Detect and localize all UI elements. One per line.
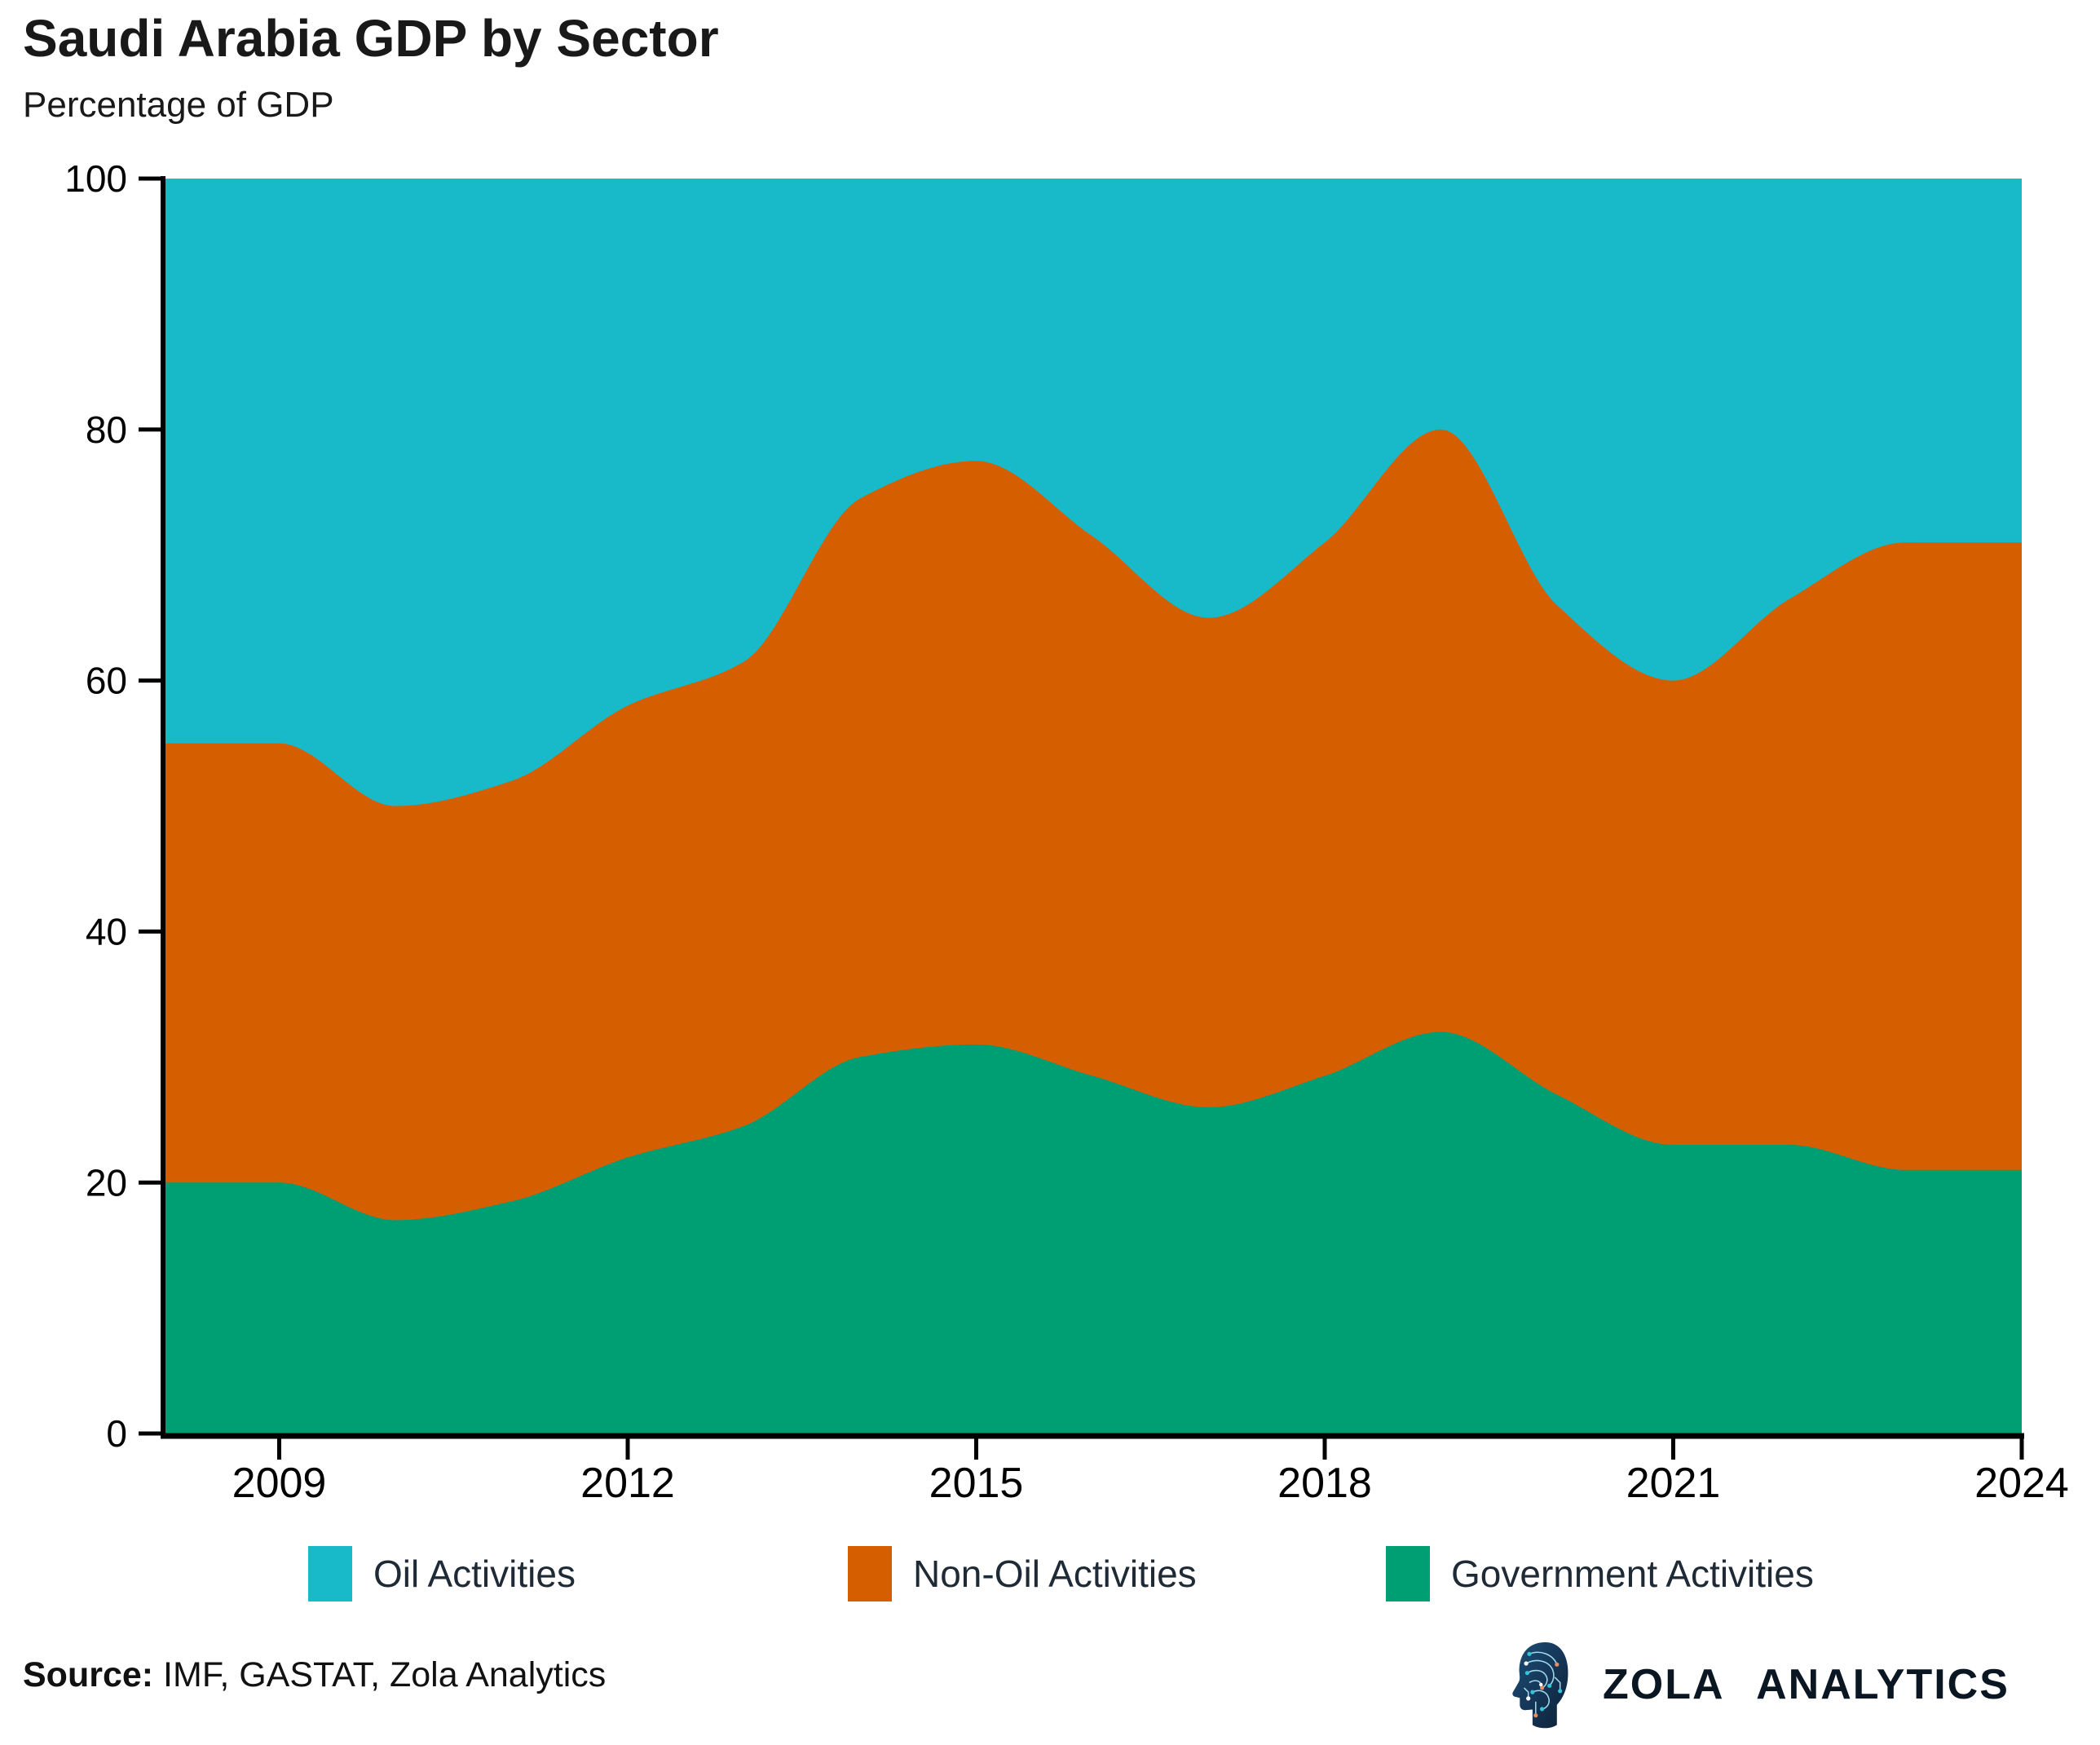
legend-label-non-oil-activities: Non-Oil Activities xyxy=(913,1553,1197,1595)
legend-swatch-government-activities xyxy=(1386,1546,1430,1601)
legend-label-oil-activities: Oil Activities xyxy=(373,1553,576,1595)
x-tick-label: 2018 xyxy=(1277,1460,1372,1507)
chart-subtitle: Percentage of GDP xyxy=(23,85,334,125)
y-tick-label: 0 xyxy=(106,1412,127,1455)
legend-swatch-oil-activities xyxy=(308,1546,352,1601)
x-tick-label: 2021 xyxy=(1626,1460,1721,1507)
logo-text: ZOLA ANALYTICS xyxy=(1603,1661,2010,1708)
legend-item-non-oil-activities: Non-Oil Activities xyxy=(848,1543,1197,1605)
y-tick-label: 40 xyxy=(86,911,127,953)
legend-item-oil-activities: Oil Activities xyxy=(308,1543,576,1605)
legend-item-government-activities: Government Activities xyxy=(1386,1543,1814,1605)
chart-legend: Oil Activities Non-Oil Activities Govern… xyxy=(0,1543,2100,1608)
y-tick-label: 60 xyxy=(86,660,127,702)
chart-title: Saudi Arabia GDP by Sector xyxy=(23,9,719,68)
legend-swatch-non-oil-activities xyxy=(848,1546,892,1601)
x-tick-label: 2024 xyxy=(1974,1460,2069,1507)
x-tick-label: 2009 xyxy=(232,1460,327,1507)
stacked-area-chart: 0 20 40 60 80 100 2009 2012 2015 2018 2021 2024 xyxy=(64,157,2069,1507)
source-note: Source: IMF, GASTAT, Zola Analytics xyxy=(23,1655,606,1695)
x-tick-label: 2012 xyxy=(580,1460,675,1507)
zola-analytics-logo: ZOLA ANALYTICS xyxy=(1508,1639,2010,1730)
legend-label-government-activities: Government Activities xyxy=(1451,1553,1814,1595)
circuit-nodes xyxy=(1524,1651,1563,1718)
y-tick-label: 80 xyxy=(86,409,127,451)
circuit-head-icon xyxy=(1512,1642,1568,1729)
source-label: Source: xyxy=(23,1655,154,1694)
source-text: IMF, GASTAT, Zola Analytics xyxy=(153,1655,607,1694)
x-tick-label: 2015 xyxy=(929,1460,1024,1507)
y-tick-label: 20 xyxy=(86,1161,127,1204)
y-tick-label: 100 xyxy=(64,157,127,200)
area-government-activities xyxy=(163,1032,2022,1434)
circuit-traces xyxy=(1523,1651,1561,1716)
